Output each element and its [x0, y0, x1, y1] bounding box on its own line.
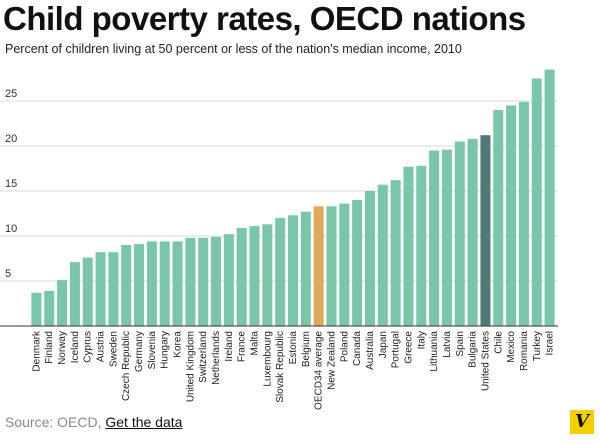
bar-portugal	[390, 180, 401, 326]
bar-greece	[403, 166, 414, 326]
x-category-label: Turkey	[532, 331, 543, 361]
bar-france	[236, 227, 247, 326]
vox-logo-icon: V	[570, 410, 594, 434]
bar-sweden	[108, 252, 119, 326]
footer: Source: OECD, Get the data	[5, 414, 182, 430]
x-category-label: United States	[480, 331, 491, 391]
x-category-label: Sweden	[108, 331, 119, 367]
x-category-label: Italy	[416, 331, 427, 349]
x-category-label: New Zealand	[326, 331, 337, 390]
bar-denmark	[31, 292, 42, 326]
x-category-label: Slovak Republic	[275, 331, 286, 403]
x-category-label: Australia	[365, 331, 376, 370]
bar-finland	[44, 290, 55, 326]
x-category-label: Spain	[455, 331, 466, 357]
bar-latvia	[441, 149, 452, 326]
x-category-label: Japan	[378, 331, 389, 358]
x-category-label: Slovenia	[147, 331, 158, 370]
x-category-label: Lithuania	[429, 331, 440, 372]
y-tick-label: 15	[5, 178, 17, 190]
bar-slovenia	[146, 241, 157, 326]
bars	[31, 69, 555, 327]
bar-netherlands	[211, 236, 222, 326]
x-category-label: Canada	[352, 331, 363, 366]
bar-turkey	[531, 78, 542, 326]
bar-luxembourg	[262, 224, 273, 326]
bar-mexico	[506, 105, 517, 326]
bar-malta	[249, 226, 260, 326]
source-text: Source: OECD,	[5, 414, 102, 430]
x-category-label: Korea	[173, 331, 184, 358]
x-category-label: Luxembourg	[262, 331, 273, 387]
x-category-label: Austria	[96, 331, 107, 363]
x-category-label: Israel	[545, 331, 556, 355]
bar-chile	[493, 110, 504, 326]
bar-cyprus	[82, 257, 93, 326]
bar-ireland	[223, 234, 234, 326]
bar-australia	[364, 191, 375, 326]
bar-iceland	[69, 262, 80, 326]
x-category-label: Belgium	[301, 331, 312, 367]
get-data-link[interactable]: Get the data	[105, 414, 183, 430]
bar-israel	[544, 69, 555, 326]
bar-canada	[352, 200, 363, 326]
bar-spain	[454, 141, 465, 326]
x-category-label: OECD34 average	[314, 331, 325, 410]
y-tick-label: 10	[5, 223, 17, 235]
chart-title: Child poverty rates, OECD nations	[3, 0, 526, 37]
bar-estonia	[287, 215, 299, 326]
x-category-label: France	[237, 331, 248, 363]
chart-subtitle: Percent of children living at 50 percent…	[5, 42, 462, 56]
x-category-label: Estonia	[288, 331, 299, 365]
bar-switzerland	[198, 237, 209, 326]
x-category-label: Greece	[403, 331, 414, 364]
x-category-label: United Kingdom	[185, 331, 196, 402]
x-category-label: Romania	[519, 331, 530, 371]
x-axis-labels: Denmark Finland Norway Iceland Cyprus Austria…	[31, 330, 555, 410]
bar-bulgaria	[467, 138, 478, 326]
x-category-label: Ireland	[224, 331, 235, 362]
bar-united-kingdom	[185, 237, 196, 326]
x-category-label: Latvia	[442, 331, 453, 358]
y-tick-label: 20	[5, 133, 17, 145]
bar-germany	[134, 244, 145, 326]
x-category-label: Portugal	[391, 331, 402, 368]
x-category-label: Cyprus	[83, 331, 94, 363]
x-category-label: Malta	[250, 331, 261, 356]
x-category-label: Poland	[339, 331, 350, 362]
bar-new-zealand	[326, 206, 337, 326]
bar-oecd34-average	[313, 206, 324, 326]
x-category-label: Denmark	[31, 330, 42, 372]
y-tick-label: 5	[5, 268, 11, 280]
bar-japan	[377, 184, 388, 326]
x-category-label: Finland	[44, 331, 55, 364]
x-category-label: Norway	[57, 331, 68, 365]
x-category-label: Switzerland	[198, 331, 209, 383]
bar-norway	[57, 280, 68, 326]
x-category-label: Bulgaria	[468, 331, 479, 368]
x-category-label: Netherlands	[211, 331, 222, 385]
bar-hungary	[159, 241, 170, 326]
bar-czech-republic	[121, 245, 132, 326]
bar-poland	[339, 203, 350, 326]
x-category-label: Germany	[134, 331, 145, 372]
x-category-label: Iceland	[70, 331, 81, 363]
bar-chart: 5 10 15 20 25 Denmark Finland Norway Iceland Cyp…	[0, 69, 558, 410]
y-tick-label: 25	[5, 88, 17, 100]
bar-belgium	[300, 211, 311, 326]
x-category-label: Chile	[493, 331, 504, 354]
bar-italy	[416, 165, 427, 326]
x-category-label: Mexico	[506, 331, 517, 363]
bar-slovak-republic	[275, 218, 286, 326]
y-axis-ticks: 5 10 15 20 25	[5, 88, 17, 280]
bar-lithuania	[429, 150, 440, 326]
bar-korea	[172, 241, 183, 326]
x-category-label: Czech Republic	[121, 331, 132, 401]
bar-romania	[518, 101, 529, 327]
x-category-label: Hungary	[160, 331, 171, 369]
bar-united-states	[480, 135, 491, 326]
bar-austria	[95, 252, 106, 326]
